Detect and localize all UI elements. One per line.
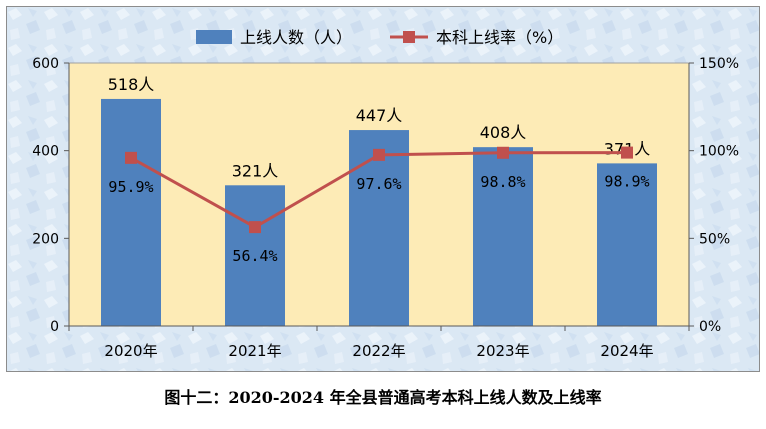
line-value-label: 97.6% [356, 175, 401, 193]
bar-value-label: 408人 [480, 123, 527, 142]
left-tick-label: 0 [50, 319, 59, 335]
right-tick-label: 0% [699, 319, 721, 335]
bar-value-label: 321人 [232, 161, 279, 180]
x-tick-label: 2022年 [352, 342, 405, 360]
bar [225, 185, 285, 326]
legend: 上线人数（人） 本科上线率（%） [196, 28, 563, 47]
x-tick-label: 2023年 [476, 342, 529, 360]
right-tick-label: 50% [699, 231, 730, 247]
chart-caption: 图十二：2020-2024 年全县普通高考本科上线人数及上线率 [164, 388, 602, 407]
bar [101, 98, 161, 327]
line-value-label: 98.9% [604, 173, 649, 191]
left-axis: 0 200 400 600 [32, 56, 70, 335]
legend-label-line: 本科上线率（%） [436, 28, 563, 47]
right-tick-label: 150% [699, 56, 739, 72]
bar [349, 130, 409, 326]
legend-label-bars: 上线人数（人） [240, 28, 352, 47]
x-tick-label: 2020年 [104, 342, 157, 360]
x-axis: 2020年 2021年 2022年 2023年 2024年 [68, 325, 690, 360]
line-point [621, 146, 633, 159]
line-series: 95.9% 56.4% 97.6% 98.8% 98.9% [108, 146, 650, 265]
left-tick-label: 600 [32, 56, 59, 72]
left-tick-label: 400 [32, 144, 59, 160]
bar-value-label: 447人 [356, 106, 403, 125]
chart: 上线人数（人） 本科上线率（%） 0 200 400 600 0% 50% 100% 150%… [6, 6, 760, 372]
line-value-label: 56.4% [232, 247, 277, 265]
line-point [249, 221, 261, 234]
left-tick-label: 200 [32, 231, 59, 247]
bar [473, 147, 533, 326]
line-value-label: 95.9% [108, 178, 153, 196]
x-tick-label: 2021年 [228, 342, 281, 360]
line-point [373, 148, 385, 161]
line-point [497, 146, 509, 159]
line-value-label: 98.8% [480, 173, 525, 191]
legend-swatch-bars [196, 30, 232, 44]
right-axis: 0% 50% 100% 150% [688, 56, 739, 335]
bar [597, 163, 657, 326]
bar-value-label: 518人 [108, 75, 155, 94]
legend-marker-line [403, 31, 415, 43]
right-tick-label: 100% [699, 144, 739, 160]
x-tick-label: 2024年 [600, 342, 653, 360]
line-point [125, 151, 137, 164]
